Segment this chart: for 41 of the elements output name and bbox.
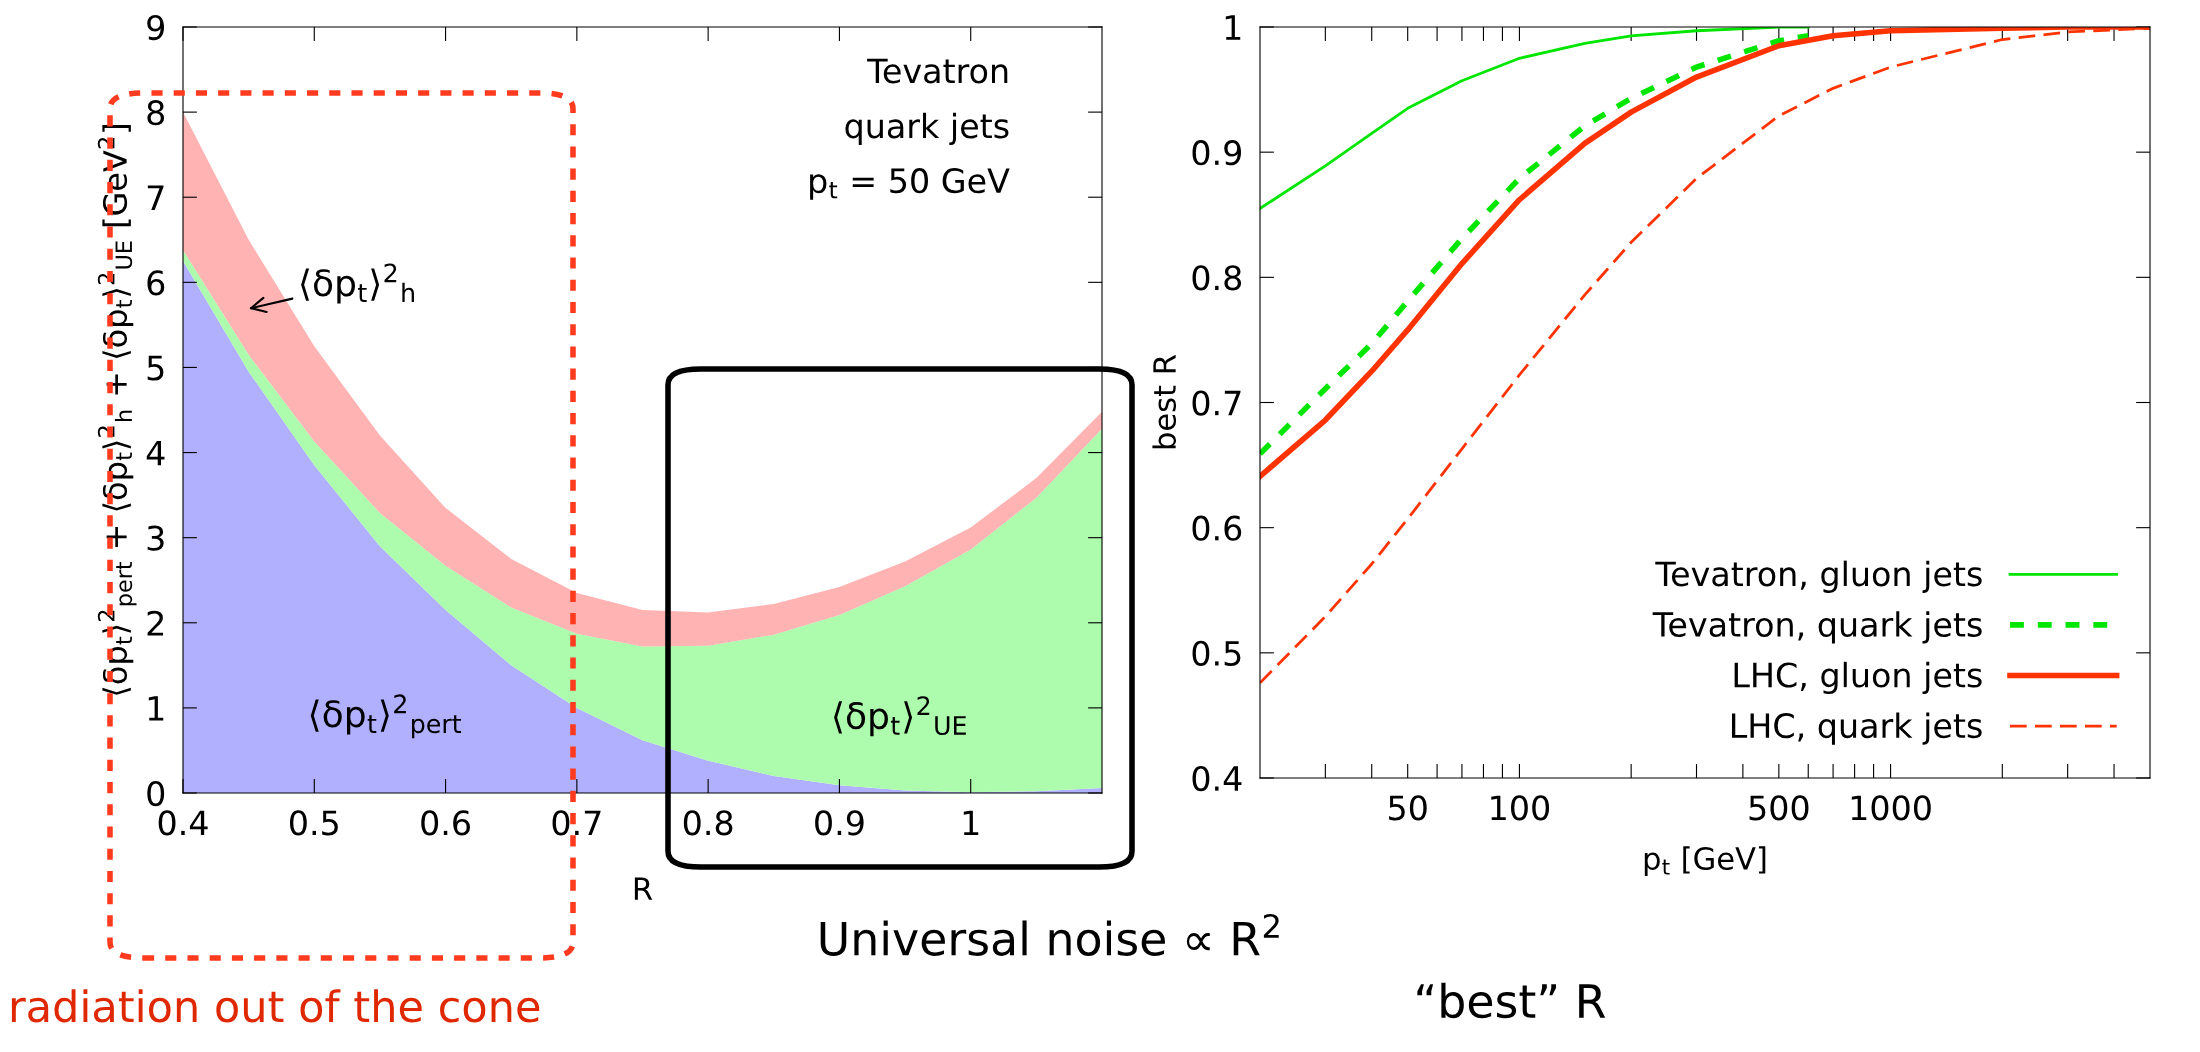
x-tick-label: 500 (1749, 795, 1809, 821)
x-axis-title: p$_{t}$ [GeV] (1644, 846, 1766, 876)
legend-label: LHC, gluon jets (1734, 661, 1982, 695)
y-tick-label: 0.7 (1192, 390, 1241, 416)
annotation: Tevatron quark jets p$_{t}$ = 50 GeV (810, 58, 1010, 200)
y-tick-label: 5 (147, 355, 164, 381)
x-tick-label: 100 (1491, 795, 1550, 821)
y-tick-label: 4 (146, 440, 165, 466)
y-tick-label: 8 (147, 100, 165, 126)
y-tick-label: 2 (147, 610, 163, 636)
legend-label: LHC, quark jets (1731, 712, 1982, 745)
text: “best” R (1417, 982, 1606, 1019)
text: Universal noise ∝ R$^{2}$ (820, 913, 1279, 956)
x-tick-label: 50 (1389, 795, 1427, 821)
y-tick-label: 0.5 (1192, 640, 1241, 666)
text: radiation out of the cone (11, 989, 540, 1023)
y-tick-label: 0.6 (1192, 515, 1242, 541)
x-axis-title: R (634, 877, 653, 900)
series-label: ⟨δp$_{t}$⟩$^{2}$$_{h}$ (301, 263, 414, 304)
x-tick-label: 0.5 (289, 810, 338, 836)
x-tick-label: 1000 (1851, 795, 1931, 821)
series-label: ⟨δp$_{t}$⟩$^{2}$$_{pert}$ (310, 694, 462, 739)
x-tick-label: 1 (963, 810, 979, 835)
y-tick-label: 3 (147, 525, 164, 551)
y-tick-label: 0.8 (1192, 265, 1242, 291)
legend-label: Tevatron, gluon jets (1655, 560, 1982, 593)
x-tick-label: 0.8 (683, 810, 733, 836)
y-tick-label: 0.9 (1192, 140, 1241, 166)
series-label: ⟨δp$_{t}$⟩$^{2}$$_{UE}$ (834, 696, 966, 737)
x-tick-label: 0.9 (815, 810, 864, 836)
y-tick-label: 0 (147, 780, 165, 807)
legend-label: Tevatron, quark jets (1652, 611, 1982, 644)
x-tick-label: 0.7 (552, 810, 601, 836)
y-tick-label: 1 (148, 696, 164, 721)
y-tick-label: 9 (147, 14, 164, 41)
y-tick-label: 0.4 (1192, 765, 1242, 792)
y-tick-label: 7 (147, 185, 164, 210)
y-tick-label: 6 (147, 270, 165, 296)
y-tick-label: 1 (1225, 15, 1241, 40)
x-tick-label: 0.6 (421, 810, 470, 836)
y-axis-title: best R (1152, 354, 1177, 449)
